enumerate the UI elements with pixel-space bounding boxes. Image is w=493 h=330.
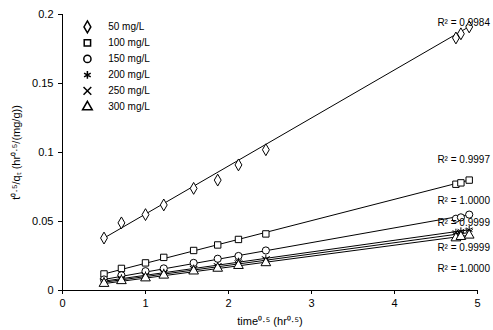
svg-text:2: 2 xyxy=(225,297,231,309)
svg-text:150 mg/L: 150 mg/L xyxy=(108,53,150,64)
svg-text:t⁰·⁵/qₜ (hr⁰·⁵/(mg/g)): t⁰·⁵/qₜ (hr⁰·⁵/(mg/g)) xyxy=(10,105,22,200)
svg-text:100 mg/L: 100 mg/L xyxy=(108,37,150,48)
svg-text:R² = 0.9999: R² = 0.9999 xyxy=(437,242,490,253)
svg-text:0: 0 xyxy=(59,297,65,309)
svg-text:R² = 0.9997: R² = 0.9997 xyxy=(437,154,490,165)
svg-text:300 mg/L: 300 mg/L xyxy=(108,101,150,112)
svg-text:0.1: 0.1 xyxy=(38,146,53,158)
svg-text:0: 0 xyxy=(47,284,53,296)
svg-text:250 mg/L: 250 mg/L xyxy=(108,85,150,96)
svg-text:50 mg/L: 50 mg/L xyxy=(108,21,145,32)
svg-text:0.15: 0.15 xyxy=(32,77,53,89)
svg-text:200 mg/L: 200 mg/L xyxy=(108,69,150,80)
svg-text:R² = 1.0000: R² = 1.0000 xyxy=(437,263,490,274)
svg-text:0.2: 0.2 xyxy=(38,8,53,20)
svg-text:R² = 1.0000: R² = 1.0000 xyxy=(437,195,490,206)
svg-text:4: 4 xyxy=(391,297,397,309)
svg-text:5: 5 xyxy=(474,297,480,309)
svg-text:3: 3 xyxy=(308,297,314,309)
svg-text:1: 1 xyxy=(142,297,148,309)
svg-text:R² = 0.9984: R² = 0.9984 xyxy=(437,17,490,28)
svg-text:0.05: 0.05 xyxy=(32,215,53,227)
svg-text:time⁰·⁵ (hr⁰·⁵): time⁰·⁵ (hr⁰·⁵) xyxy=(237,315,302,327)
svg-text:R² = 0.9999: R² = 0.9999 xyxy=(437,217,490,228)
